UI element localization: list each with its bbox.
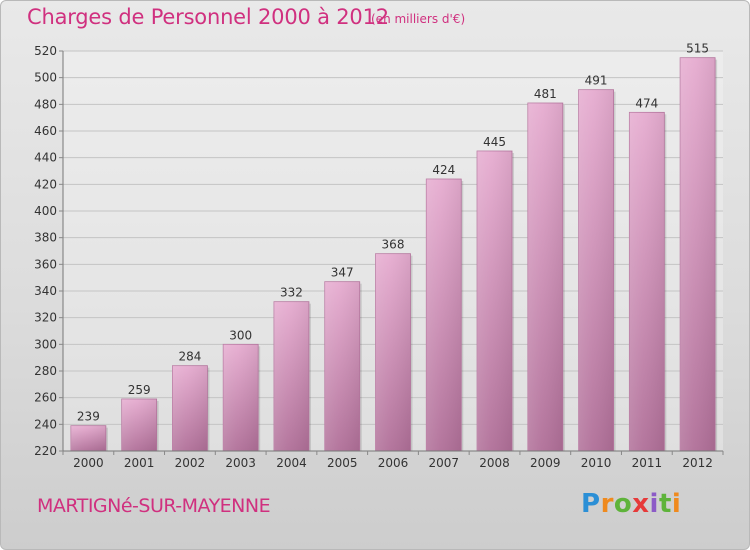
y-tick-label: 400: [34, 204, 57, 218]
proxiti-logo: Proxiti: [581, 489, 682, 519]
axes: [62, 51, 723, 452]
bars: [70, 57, 718, 452]
bar-2010: [578, 89, 616, 452]
data-label-2001: 259: [128, 383, 151, 397]
x-tick-label: 2011: [632, 456, 663, 470]
x-tick-label: 2002: [175, 456, 206, 470]
chart-title: Charges de Personnel 2000 à 2012: [27, 5, 389, 29]
y-tick-label: 520: [34, 44, 57, 58]
chart-subtitle: (en milliers d'€): [371, 12, 466, 26]
y-tick-label: 220: [34, 444, 57, 458]
bar-2000: [70, 425, 108, 452]
x-tick-label: 2007: [428, 456, 459, 470]
y-tick-label: 440: [34, 151, 57, 165]
x-axis-ticks: 2000 2001 2002 2003 2004 2005 2006 2007 2008 2009…: [62, 451, 724, 470]
data-label-2002: 284: [178, 350, 201, 364]
y-tick-label: 480: [34, 97, 57, 111]
y-tick-label: 380: [34, 231, 57, 245]
y-tick-label: 360: [34, 257, 57, 271]
x-tick-label: 2006: [378, 456, 409, 470]
y-tick-label: 320: [34, 311, 57, 325]
y-tick-label: 460: [34, 124, 57, 138]
bar-2006: [375, 253, 413, 452]
y-tick-label: 300: [34, 337, 57, 351]
bar-2005: [324, 281, 362, 452]
y-tick-label: 260: [34, 391, 57, 405]
bar-2001: [121, 398, 159, 452]
y-tick-label: 340: [34, 284, 57, 298]
y-tick-label: 420: [34, 177, 57, 191]
x-tick-label: 2003: [225, 456, 256, 470]
commune-name: MARTIGNé-SUR-MAYENNE: [37, 495, 271, 517]
data-label-2008: 445: [483, 135, 506, 149]
x-tick-label: 2008: [479, 456, 510, 470]
x-tick-label: 2012: [682, 456, 713, 470]
y-tick-label: 240: [34, 417, 57, 431]
x-tick-label: 2004: [276, 456, 307, 470]
data-label-2000: 239: [77, 410, 100, 424]
data-label-2009: 481: [534, 87, 557, 101]
y-tick-label: 500: [34, 71, 57, 85]
x-tick-label: 2010: [581, 456, 612, 470]
bar-2011: [628, 111, 667, 452]
data-label-2004: 332: [280, 286, 303, 300]
x-tick-label: 2001: [124, 456, 155, 470]
data-label-2005: 347: [331, 266, 354, 280]
bar-2007: [425, 178, 464, 452]
x-tick-label: 2005: [327, 456, 358, 470]
data-label-2012: 515: [686, 42, 709, 56]
data-label-2006: 368: [382, 238, 405, 252]
data-label-2007: 424: [432, 163, 455, 177]
bar-2004: [273, 301, 311, 452]
bar-2002: [172, 365, 210, 452]
x-tick-label: 2000: [73, 456, 104, 470]
data-label-2011: 474: [635, 96, 658, 110]
data-label-2010: 491: [585, 74, 608, 88]
bar-2012: [679, 57, 718, 452]
y-tick-label: 280: [34, 364, 57, 378]
bar-2008: [476, 150, 515, 452]
bar-2003: [222, 343, 261, 452]
x-tick-label: 2009: [530, 456, 561, 470]
data-labels: 239 259 284 300 332 347 368 424 445 481 491 474 515: [77, 42, 709, 424]
y-axis-ticks: 220 240 260 280 300 320 340 360 380 400 420 440 460 4…: [34, 44, 63, 458]
bar-2009: [527, 102, 565, 452]
data-label-2003: 300: [229, 328, 252, 342]
